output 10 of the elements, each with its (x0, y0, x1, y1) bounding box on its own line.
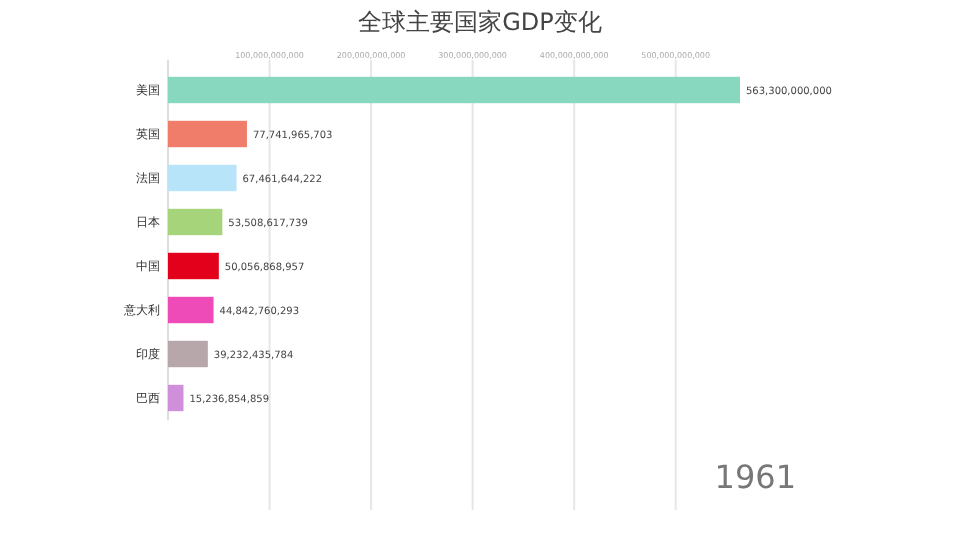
bar (168, 208, 223, 236)
bar (168, 384, 184, 412)
bar (168, 340, 208, 368)
bar (168, 76, 740, 104)
bar (168, 296, 214, 324)
chart-title: 全球主要国家GDP变化 (358, 8, 602, 36)
bar (168, 164, 237, 192)
text: 1961 (714, 458, 796, 496)
bar (168, 120, 247, 148)
bar (168, 252, 219, 280)
